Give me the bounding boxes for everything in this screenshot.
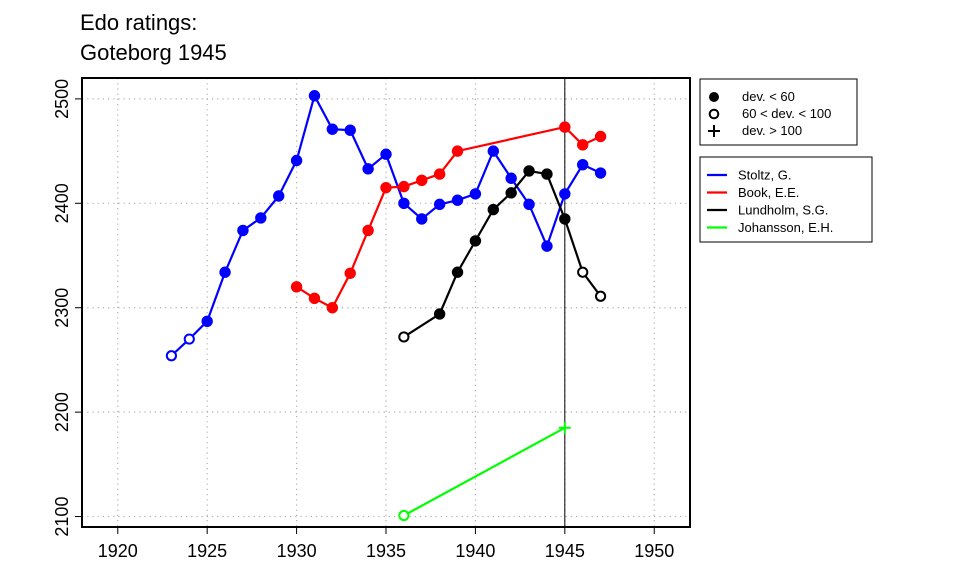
series-line-johansson-e-h bbox=[403, 426, 566, 517]
plus-icon bbox=[708, 125, 720, 137]
open-circle-icon bbox=[708, 108, 720, 120]
series-lundholm-s-g bbox=[398, 165, 607, 343]
x-tick-label: 1940 bbox=[455, 541, 495, 561]
axes: 1920 1925 1930 1935 1940 1945 1950 2100 2200 2300… bbox=[52, 79, 674, 561]
x-tick-label: 1950 bbox=[634, 541, 674, 561]
marker-legend-label: dev. < 60 bbox=[742, 89, 795, 104]
data-point bbox=[451, 194, 464, 206]
data-point bbox=[594, 290, 607, 302]
y-tick-label: 2200 bbox=[52, 392, 72, 432]
data-point bbox=[326, 123, 339, 135]
series-layer bbox=[165, 90, 607, 522]
data-point bbox=[362, 224, 374, 237]
data-point bbox=[290, 154, 303, 167]
data-point bbox=[362, 163, 374, 175]
data-point bbox=[433, 168, 446, 180]
series-legend-box bbox=[699, 156, 873, 243]
data-point bbox=[523, 198, 535, 211]
data-point bbox=[505, 187, 517, 199]
data-point bbox=[416, 174, 428, 187]
data-point bbox=[451, 145, 464, 157]
data-point bbox=[559, 213, 571, 225]
data-point bbox=[380, 181, 392, 194]
data-point bbox=[290, 281, 303, 293]
data-point bbox=[398, 197, 410, 210]
data-point bbox=[594, 130, 607, 143]
data-point bbox=[469, 188, 482, 200]
marker-legend-label: 60 < dev. < 100 bbox=[742, 106, 831, 121]
series-line-lundholm-s-g bbox=[403, 169, 602, 338]
y-tick-label: 2300 bbox=[52, 288, 72, 328]
data-point bbox=[559, 188, 571, 200]
data-point bbox=[541, 168, 553, 180]
x-tick-label: 1925 bbox=[187, 541, 227, 561]
data-point bbox=[273, 190, 285, 202]
data-point bbox=[308, 292, 321, 305]
data-point bbox=[487, 145, 499, 157]
data-point bbox=[505, 172, 517, 184]
legend-label-johansson-e-h: Johansson, E.H. bbox=[738, 220, 833, 235]
data-point bbox=[577, 139, 589, 151]
data-point bbox=[433, 198, 446, 211]
data-point bbox=[541, 240, 553, 252]
data-point bbox=[344, 267, 356, 279]
data-point bbox=[165, 350, 178, 362]
grid bbox=[82, 78, 690, 527]
data-point bbox=[487, 203, 499, 216]
series-line-book-e-e bbox=[295, 125, 602, 310]
filled-circle-icon bbox=[709, 92, 719, 102]
data-point bbox=[523, 165, 535, 177]
legend-label-stoltz-g: Stoltz, G. bbox=[738, 168, 791, 183]
data-point bbox=[219, 266, 231, 278]
x-tick-label: 1920 bbox=[98, 541, 138, 561]
series-book-e-e bbox=[290, 121, 607, 314]
data-point bbox=[398, 509, 410, 522]
y-tick-label: 2500 bbox=[52, 79, 72, 119]
data-point bbox=[577, 266, 589, 278]
y-tick-label: 2100 bbox=[52, 497, 72, 537]
series-johansson-e-h bbox=[398, 421, 571, 522]
marker-legend-label: dev. > 100 bbox=[742, 123, 802, 138]
x-tick-label: 1935 bbox=[366, 541, 406, 561]
data-point bbox=[594, 167, 607, 179]
y-tick-label: 2400 bbox=[52, 183, 72, 223]
series-line-stoltz-g bbox=[170, 92, 602, 357]
data-point bbox=[183, 333, 195, 345]
data-point bbox=[344, 124, 356, 136]
data-point bbox=[558, 421, 571, 434]
data-point bbox=[380, 148, 392, 160]
data-point bbox=[237, 224, 249, 237]
data-point bbox=[201, 315, 213, 327]
legends: dev. < 60 60 < dev. < 100 dev. > 100 Stoltz… bbox=[699, 78, 873, 243]
data-point bbox=[398, 331, 410, 343]
x-tick-label: 1930 bbox=[277, 541, 317, 561]
data-point bbox=[326, 302, 339, 314]
data-point bbox=[416, 213, 428, 225]
legend-label-lundholm-s-g: Lundholm, S.G. bbox=[738, 203, 828, 218]
data-point bbox=[559, 121, 571, 133]
data-point bbox=[451, 266, 464, 278]
data-point bbox=[308, 90, 321, 102]
data-point bbox=[577, 158, 589, 171]
marker-legend-box bbox=[699, 78, 858, 146]
legend-label-book-e-e: Book, E.E. bbox=[738, 185, 799, 200]
chart-title: Edo ratings: Goteborg 1945 bbox=[80, 10, 227, 65]
data-point bbox=[469, 235, 482, 247]
data-point bbox=[255, 212, 267, 224]
x-tick-label: 1945 bbox=[545, 541, 585, 561]
series-stoltz-g bbox=[165, 90, 607, 362]
data-point bbox=[433, 308, 446, 320]
data-point bbox=[398, 180, 410, 193]
